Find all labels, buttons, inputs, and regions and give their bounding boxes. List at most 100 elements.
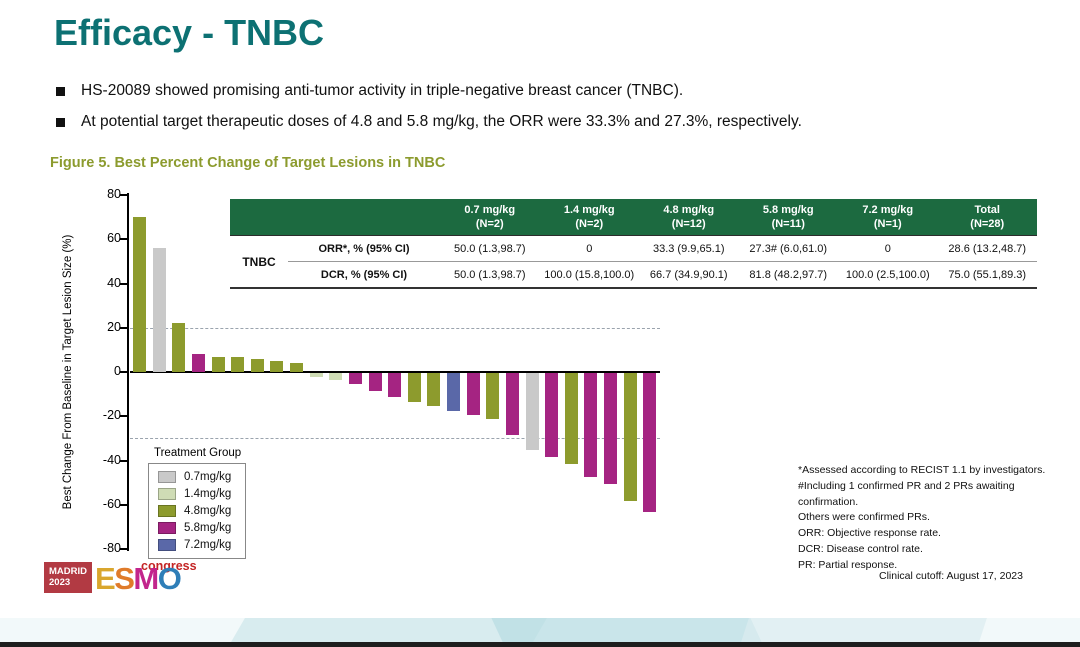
table-header-n: (N=2) xyxy=(575,218,604,230)
efficacy-table: 0.7 mg/kg (N=2) 1.4 mg/kg (N=2) 4.8 mg/kg (N=… xyxy=(230,199,1037,289)
table-header-n: (N=2) xyxy=(475,218,504,230)
year-label: 2023 xyxy=(49,577,71,589)
bottom-edge-bar xyxy=(0,642,1080,647)
table-value-cell: 100.0 (15.8,100.0) xyxy=(539,262,639,289)
y-tick-label: 40 xyxy=(107,275,121,290)
waterfall-bar xyxy=(643,373,657,513)
madrid-2023-badge: MADRID 2023 xyxy=(44,562,92,593)
bullet-item: HS-20089 showed promising anti-tumor act… xyxy=(56,82,1016,100)
y-tick-mark xyxy=(120,548,127,550)
legend-label: 4.8mg/kg xyxy=(184,505,232,517)
band-shape xyxy=(491,618,762,642)
footnote-line: *Assessed according to RECIST 1.1 by inv… xyxy=(798,464,1046,476)
table-header-cell: 0.7 mg/kg (N=2) xyxy=(440,199,540,236)
figure-caption: Figure 5. Best Percent Change of Target … xyxy=(50,155,446,171)
waterfall-bar xyxy=(623,373,637,502)
table-row-label: DCR, % (95% CI) xyxy=(288,262,440,289)
bottom-decorative-band xyxy=(0,618,1080,642)
reference-line xyxy=(130,438,660,440)
table-header-dose: 7.2 mg/kg xyxy=(862,203,914,216)
esmo-letter: E xyxy=(95,561,116,597)
legend-title: Treatment Group xyxy=(154,447,242,459)
table-header-n: (N=28) xyxy=(970,218,1005,230)
waterfall-bar xyxy=(466,373,480,416)
footnote-line: PR: Partial response. xyxy=(798,558,898,571)
bullet-list: HS-20089 showed promising anti-tumor act… xyxy=(56,82,1016,144)
table-header-dose: 1.4 mg/kg xyxy=(563,203,615,216)
waterfall-bar xyxy=(152,248,166,372)
waterfall-bar xyxy=(172,323,186,372)
table-row-label: ORR*, % (95% CI) xyxy=(288,236,440,262)
table-value-cell: 0 xyxy=(838,236,938,262)
y-tick-label: -60 xyxy=(102,496,121,511)
legend: Treatment Group 0.7mg/kg 1.4mg/kg 4.8mg/kg… xyxy=(148,447,247,559)
band-shape xyxy=(741,618,987,642)
bullet-square-icon xyxy=(56,118,65,127)
waterfall-bar xyxy=(231,356,245,372)
legend-item: 7.2mg/kg xyxy=(158,539,231,551)
table-header-n: (N=11) xyxy=(771,218,805,230)
waterfall-bar xyxy=(250,358,264,372)
esmo-wordmark: ESMO xyxy=(95,563,182,594)
madrid-label: MADRID xyxy=(49,566,87,577)
bullet-text: At potential target therapeutic doses of… xyxy=(81,113,802,130)
waterfall-bar xyxy=(211,356,225,372)
table-header-cell: 5.8 mg/kg (N=11) xyxy=(738,199,838,236)
waterfall-bar xyxy=(368,373,382,391)
footnote-line: Others were confirmed PRs. xyxy=(798,511,930,524)
table-value-cell: 0 xyxy=(539,236,639,262)
waterfall-bar xyxy=(564,373,578,464)
table-header-cell: 4.8 mg/kg (N=12) xyxy=(639,199,739,236)
table-header-dose: 0.7 mg/kg xyxy=(464,203,516,216)
table-header-cell: 7.2 mg/kg (N=1) xyxy=(838,199,938,236)
bullet-text: HS-20089 showed promising anti-tumor act… xyxy=(81,82,684,99)
footnote-line: ORR: Objective response rate. xyxy=(798,527,941,539)
zero-baseline xyxy=(130,371,660,373)
waterfall-bar xyxy=(525,373,539,451)
table-header-blank xyxy=(230,199,440,236)
table-header-dose: 5.8 mg/kg xyxy=(762,203,814,216)
legend-swatch xyxy=(158,539,176,551)
legend-item: 1.4mg/kg xyxy=(158,488,231,500)
legend-label: 1.4mg/kg xyxy=(184,488,232,500)
waterfall-bar xyxy=(447,373,461,411)
legend-label: 5.8mg/kg xyxy=(184,522,232,534)
y-axis-label: Best Change From Baseline in Target Lesi… xyxy=(62,234,74,510)
legend-item: 0.7mg/kg xyxy=(158,471,231,483)
table-value-cell: 75.0 (55.1,89.3) xyxy=(937,262,1037,289)
y-tick-mark xyxy=(120,371,127,373)
waterfall-bar xyxy=(388,373,402,398)
congress-label: congress xyxy=(141,559,197,573)
esmo-letter: O xyxy=(157,561,182,597)
footnote-line: DCR: Disease control rate. xyxy=(798,542,923,555)
waterfall-bar xyxy=(545,373,559,458)
bullet-square-icon xyxy=(56,87,65,96)
table-header-dose: Total xyxy=(974,203,1000,216)
y-tick-mark xyxy=(120,194,127,196)
waterfall-bar xyxy=(329,373,343,380)
y-tick-mark xyxy=(120,238,127,241)
table-header-cell: 1.4 mg/kg (N=2) xyxy=(539,199,639,236)
y-tick-label: 20 xyxy=(107,319,121,334)
table-header-dose: 4.8 mg/kg xyxy=(663,203,715,216)
y-tick-mark xyxy=(120,326,127,329)
legend-box: 0.7mg/kg 1.4mg/kg 4.8mg/kg 5.8mg/kg 7.2mg/kg xyxy=(148,463,247,559)
table-header-n: (N=12) xyxy=(671,218,706,230)
esmo-logo: MADRID 2023 ESMO xyxy=(44,562,182,594)
table-value-cell: 50.0 (1.3,98.7) xyxy=(440,262,540,289)
legend-item: 5.8mg/kg xyxy=(158,522,231,534)
table-value-cell: 81.8 (48.2,97.7) xyxy=(738,262,838,289)
esmo-letter: S xyxy=(114,561,135,597)
table-group-label: TNBC xyxy=(230,236,288,289)
y-tick-label: 60 xyxy=(107,231,121,246)
legend-item: 4.8mg/kg xyxy=(158,505,231,517)
esmo-letter: M xyxy=(133,561,159,597)
table-value-cell: 28.6 (13.2,48.7) xyxy=(937,236,1037,262)
waterfall-bar xyxy=(270,360,284,372)
waterfall-bar xyxy=(191,354,205,372)
table-header-cell: Total (N=28) xyxy=(937,199,1037,236)
waterfall-bar xyxy=(427,373,441,407)
waterfall-bar xyxy=(584,373,598,477)
table-value-cell: 33.3 (9.9,65.1) xyxy=(639,236,739,262)
